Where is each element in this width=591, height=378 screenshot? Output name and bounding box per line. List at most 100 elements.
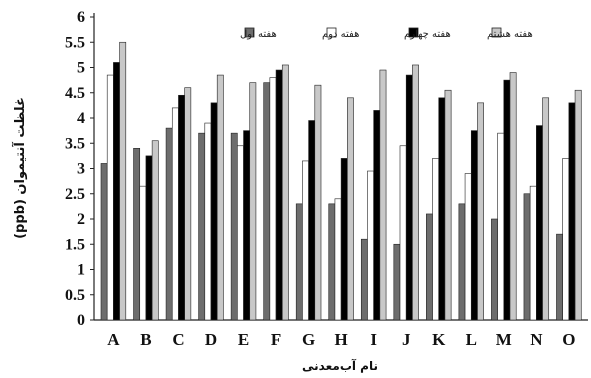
bar (204, 122, 212, 321)
bar (145, 155, 153, 321)
y-tick-label: 3 (77, 161, 85, 178)
bar (497, 132, 505, 321)
bar (198, 132, 206, 321)
bar (249, 82, 257, 321)
bar (464, 173, 472, 321)
bar (151, 140, 159, 321)
bar (470, 130, 478, 321)
y-tick-label: 2.5 (65, 186, 85, 203)
bar (133, 148, 141, 321)
bar (562, 158, 570, 321)
bar (100, 163, 108, 321)
bar (438, 97, 446, 321)
bar (178, 94, 185, 321)
legend-label: هفته هشتم (487, 29, 533, 40)
bar (216, 74, 224, 321)
bar (269, 77, 277, 321)
x-tick-label: C (172, 330, 184, 349)
bar (509, 72, 517, 321)
y-tick-label: 0 (77, 312, 85, 329)
bar (340, 158, 348, 321)
bar (432, 158, 440, 321)
x-tick-label: L (466, 330, 477, 349)
x-tick-label: O (562, 330, 575, 349)
y-tick-label: 5.5 (65, 34, 85, 51)
chart-bars (100, 41, 582, 321)
legend-swatch (408, 27, 419, 38)
legend-swatch (326, 27, 337, 38)
x-axis-title: نام آب‌معدنی (302, 358, 378, 374)
y-tick-label: 1 (77, 262, 85, 279)
legend-swatch (244, 27, 255, 38)
bar (210, 102, 218, 321)
bar (184, 87, 192, 321)
bar (574, 89, 582, 321)
bar (458, 203, 466, 321)
bar (426, 213, 433, 321)
y-tick-label: 1.5 (65, 236, 85, 253)
bar (477, 102, 484, 321)
bar (275, 69, 283, 321)
bar (106, 74, 114, 321)
bar (328, 203, 336, 321)
bar (405, 74, 413, 321)
bar (360, 238, 368, 321)
x-tick-label: D (205, 330, 217, 349)
y-tick-label: 4.5 (65, 85, 85, 102)
bar (367, 170, 374, 321)
bar (230, 132, 238, 321)
bar (536, 125, 543, 321)
y-axis-ticks: 0 0.5 1 1.5 2 2.5 3 3.5 4 4.5 5 5.5 6 (65, 9, 94, 329)
bar (412, 64, 419, 321)
legend-label: هفته اول (240, 29, 277, 40)
x-tick-label: M (496, 330, 512, 349)
x-tick-label: H (335, 330, 348, 349)
bar (556, 233, 563, 321)
bar (314, 84, 322, 321)
bar (347, 97, 354, 321)
y-tick-label: 3.5 (65, 135, 85, 152)
x-tick-label: N (530, 330, 543, 349)
bar (542, 97, 550, 321)
bar (373, 110, 381, 321)
bar (243, 130, 251, 321)
bar (295, 203, 303, 321)
bar (393, 243, 401, 321)
y-tick-label: 6 (77, 9, 85, 26)
y-tick-label: 4 (77, 110, 85, 127)
bar (237, 145, 244, 321)
bar (523, 193, 531, 321)
x-tick-label: F (271, 330, 281, 349)
bar (139, 185, 147, 321)
x-tick-label: I (370, 330, 377, 349)
y-axis-title: غلظت آنتیموان (ppb) (11, 97, 28, 239)
legend-label: هفته دوم (322, 29, 359, 40)
bar (568, 102, 576, 321)
bar (379, 69, 387, 321)
y-tick-label: 2 (77, 211, 85, 228)
x-tick-label: G (302, 330, 315, 349)
bar (529, 185, 537, 321)
x-tick-label: E (238, 330, 249, 349)
x-tick-label: K (432, 330, 446, 349)
bar (171, 107, 179, 321)
x-tick-label: J (402, 330, 411, 349)
bar (399, 145, 407, 321)
y-tick-label: 5 (77, 60, 85, 77)
bar (334, 198, 342, 321)
bar (263, 82, 271, 321)
x-tick-label: A (107, 330, 120, 349)
bar (503, 79, 511, 321)
chart-legend: هفته اول هفته دوم هفته چهارم هفته هشتم (240, 27, 533, 40)
bar (302, 160, 309, 321)
bar (119, 41, 127, 321)
bar (165, 127, 173, 321)
bar (491, 218, 498, 321)
bar (308, 120, 316, 321)
x-tick-label: B (140, 330, 151, 349)
bar (113, 62, 120, 321)
legend-swatch (491, 27, 502, 38)
